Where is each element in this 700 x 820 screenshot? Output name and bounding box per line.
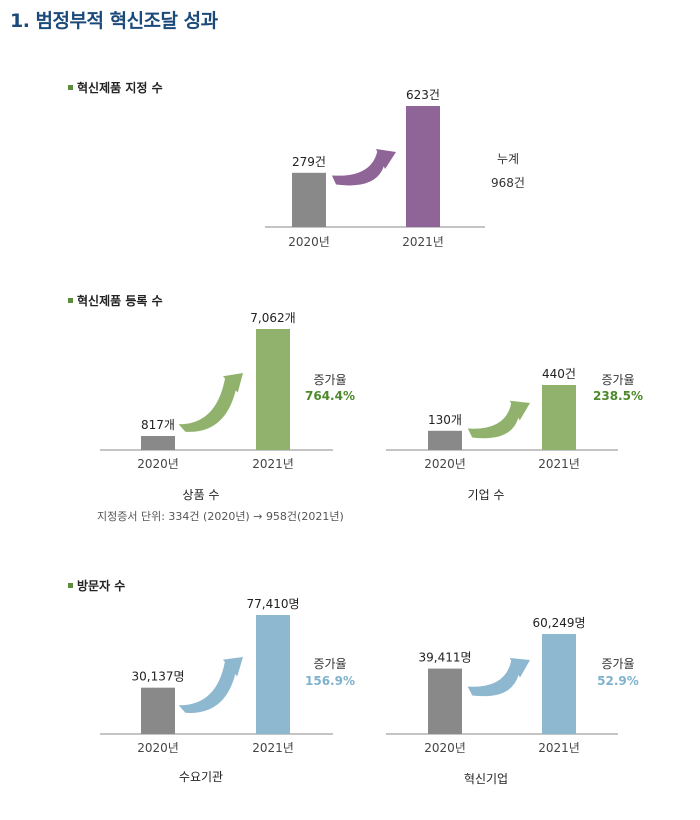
increase-rate-label: 증가율	[313, 373, 346, 387]
section-heading-designation: 혁신제품 지정 수	[68, 79, 163, 96]
bar-value-label: 77,410명	[246, 597, 299, 611]
bar	[406, 106, 440, 227]
x-tick-label: 2021년	[538, 457, 580, 471]
bar	[292, 172, 326, 227]
square-bullet-icon	[68, 298, 73, 303]
chart-caption-products: 상품 수	[182, 488, 220, 502]
square-bullet-icon	[68, 583, 73, 588]
x-tick-label: 2021년	[252, 457, 294, 471]
bar	[542, 385, 576, 450]
increase-rate-label: 증가율	[601, 373, 634, 387]
x-tick-label: 2020년	[288, 235, 330, 249]
chart-caption-innovative-companies: 혁신기업	[463, 772, 509, 786]
section-heading-label: 혁신제품 지정 수	[77, 81, 163, 95]
square-bullet-icon	[68, 85, 73, 90]
growth-arrow-icon	[331, 148, 396, 186]
growth-arrow-icon	[178, 373, 243, 432]
bar	[428, 668, 462, 734]
bar-value-label: 39,411명	[418, 651, 471, 665]
bar	[141, 436, 175, 450]
growth-arrow-icon	[467, 400, 530, 439]
x-tick-label: 2020년	[424, 741, 466, 755]
growth-arrow-icon	[178, 657, 243, 713]
bar-value-label: 7,062개	[250, 311, 295, 325]
certificate-note: 지정증서 단위: 334건 (2020년) → 958건(2021년)	[97, 510, 344, 523]
section-heading-registration: 혁신제품 등록 수	[68, 292, 163, 309]
growth-arrow-icon	[467, 658, 530, 697]
bar-value-label: 279건	[292, 155, 326, 169]
bar-value-label: 623건	[406, 88, 440, 102]
increase-rate-value: 156.9%	[305, 674, 355, 688]
bar-value-label: 440건	[542, 367, 576, 381]
bar-value-label: 817개	[141, 418, 175, 432]
bar-value-label: 130개	[428, 413, 462, 427]
cumulative-value: 968건	[491, 176, 525, 190]
chart-caption-companies: 기업 수	[467, 488, 505, 502]
increase-rate-label: 증가율	[313, 657, 346, 671]
x-tick-label: 2021년	[252, 741, 294, 755]
bar	[256, 615, 290, 734]
bar	[141, 687, 175, 734]
increase-rate-label: 증가율	[601, 657, 634, 671]
section-heading-label: 혁신제품 등록 수	[77, 294, 163, 308]
bar	[542, 634, 576, 734]
bar-value-label: 60,249명	[532, 616, 585, 630]
bar-value-label: 30,137명	[131, 670, 184, 684]
increase-rate-value: 764.4%	[305, 389, 355, 403]
x-tick-label: 2020년	[424, 457, 466, 471]
increase-rate-value: 52.9%	[597, 674, 639, 688]
section-heading-label: 방문자 수	[77, 579, 126, 593]
x-tick-label: 2020년	[137, 741, 179, 755]
x-tick-label: 2020년	[137, 457, 179, 471]
bar	[256, 329, 290, 450]
increase-rate-value: 238.5%	[593, 389, 643, 403]
x-tick-label: 2021년	[538, 741, 580, 755]
chart-caption-demand-agencies: 수요기관	[178, 770, 224, 784]
bar	[428, 430, 462, 450]
x-tick-label: 2021년	[402, 235, 444, 249]
page-title: 1. 범정부적 혁신조달 성과	[10, 10, 218, 32]
section-heading-visitors: 방문자 수	[68, 577, 125, 594]
cumulative-label: 누계	[497, 152, 519, 166]
